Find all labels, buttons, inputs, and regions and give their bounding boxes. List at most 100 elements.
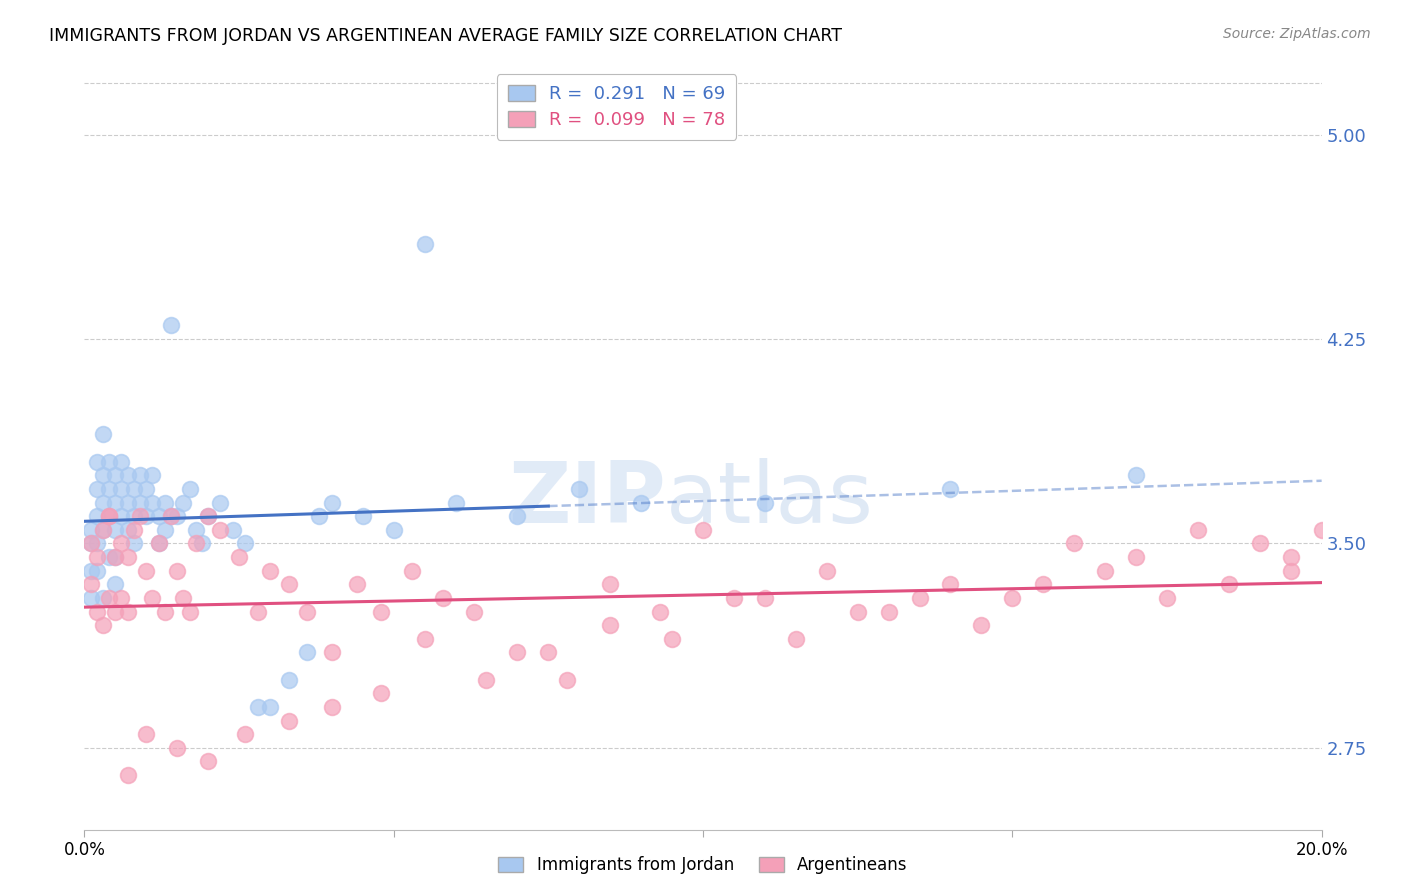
Point (321, 645, 343, 659)
Point (877, 605, 900, 619)
Point (692, 523, 714, 537)
Point (91, 591, 114, 605)
Point (110, 482, 132, 496)
Point (506, 509, 529, 524)
Point (295, 645, 318, 659)
Point (104, 550, 127, 565)
Point (91, 427, 114, 442)
Point (110, 536, 132, 550)
Point (1125, 468, 1147, 483)
Point (432, 591, 454, 605)
Point (754, 591, 776, 605)
Point (104, 550, 127, 565)
Point (117, 605, 139, 619)
Point (166, 740, 188, 755)
Point (135, 727, 157, 741)
Point (141, 495, 163, 509)
Point (110, 591, 132, 605)
Point (401, 564, 423, 578)
Point (1279, 564, 1302, 578)
Point (104, 577, 127, 591)
Point (233, 536, 256, 550)
Point (1310, 523, 1333, 537)
Point (79, 536, 101, 550)
Point (110, 455, 132, 469)
Point (723, 591, 745, 605)
Point (98, 509, 121, 524)
Text: Source: ZipAtlas.com: Source: ZipAtlas.com (1223, 27, 1371, 41)
Point (98, 550, 121, 565)
Point (79, 536, 101, 550)
Point (209, 523, 232, 537)
Text: IMMIGRANTS FROM JORDAN VS ARGENTINEAN AVERAGE FAMILY SIZE CORRELATION CHART: IMMIGRANTS FROM JORDAN VS ARGENTINEAN AV… (49, 27, 842, 45)
Point (382, 523, 405, 537)
Point (197, 509, 219, 524)
Point (166, 564, 188, 578)
Point (463, 605, 485, 619)
Point (135, 564, 157, 578)
Point (277, 714, 299, 728)
Point (179, 482, 201, 496)
Point (222, 523, 245, 537)
Point (413, 632, 436, 646)
Point (166, 509, 188, 524)
Point (184, 536, 207, 550)
Point (135, 509, 157, 524)
Point (98, 509, 121, 524)
Point (141, 591, 163, 605)
Point (86, 564, 108, 578)
Point (908, 591, 931, 605)
Point (148, 536, 170, 550)
Point (160, 318, 183, 333)
Point (233, 727, 256, 741)
Point (506, 645, 529, 659)
Legend: Immigrants from Jordan, Argentineans: Immigrants from Jordan, Argentineans (492, 849, 914, 881)
Point (86, 605, 108, 619)
Point (148, 509, 170, 524)
Point (277, 673, 299, 687)
Point (91, 495, 114, 509)
Point (413, 236, 436, 251)
Point (98, 455, 121, 469)
Point (630, 495, 652, 509)
Point (117, 523, 139, 537)
Point (117, 768, 139, 782)
Point (1249, 536, 1271, 550)
Point (191, 536, 214, 550)
Point (79, 591, 101, 605)
Point (321, 700, 343, 714)
Point (475, 673, 498, 687)
Point (91, 618, 114, 632)
Point (135, 482, 157, 496)
Point (555, 673, 578, 687)
Point (209, 495, 232, 509)
Point (599, 618, 621, 632)
Point (1001, 591, 1024, 605)
Point (537, 645, 560, 659)
Point (98, 591, 121, 605)
Point (98, 509, 121, 524)
Point (1125, 550, 1147, 565)
Point (259, 564, 281, 578)
Point (568, 482, 591, 496)
Point (295, 605, 318, 619)
Point (352, 509, 374, 524)
Point (91, 523, 114, 537)
Point (939, 577, 962, 591)
Point (91, 468, 114, 483)
Point (444, 495, 467, 509)
Point (86, 482, 108, 496)
Point (122, 523, 145, 537)
Point (86, 509, 108, 524)
Point (1279, 550, 1302, 565)
Point (172, 591, 194, 605)
Point (160, 509, 183, 524)
Point (939, 482, 962, 496)
Point (648, 605, 671, 619)
Point (110, 509, 132, 524)
Point (153, 605, 176, 619)
Point (754, 495, 776, 509)
Point (370, 605, 392, 619)
Point (246, 605, 269, 619)
Point (79, 564, 101, 578)
